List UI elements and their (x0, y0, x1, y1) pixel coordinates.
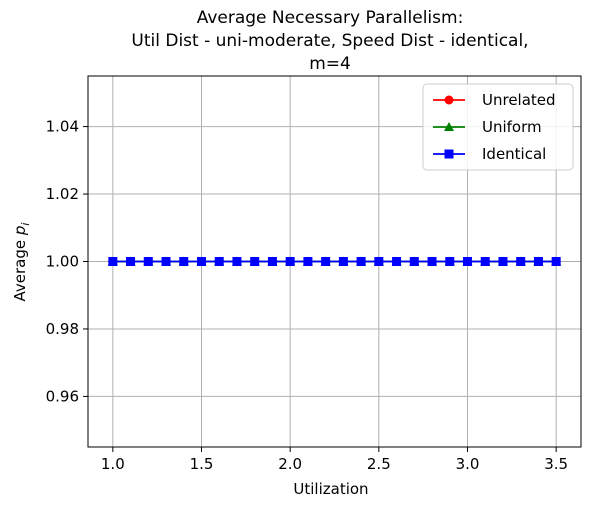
data-point-identical (427, 257, 437, 266)
data-point-identical (161, 257, 171, 266)
data-point-identical (356, 257, 366, 266)
legend-label-unrelated: Unrelated (482, 91, 556, 109)
x-tick-label: 2.0 (278, 455, 302, 473)
y-axis-ticks: 0.96 0.98 1.00 1.02 1.04 (46, 118, 88, 405)
data-point-identical (463, 257, 473, 266)
data-point-identical (143, 257, 153, 266)
x-axis-label: Utilization (293, 480, 368, 498)
y-axis-label-symbol: p (11, 226, 29, 237)
series-layer (107, 256, 562, 266)
y-tick-label: 1.00 (46, 253, 79, 271)
chart-title-line-3: m=4 (309, 54, 351, 74)
data-point-identical (232, 257, 242, 266)
data-point-identical (409, 257, 419, 266)
data-point-identical (196, 257, 206, 266)
data-point-identical (480, 257, 490, 266)
data-point-identical (108, 257, 118, 266)
x-tick-label: 1.0 (101, 455, 125, 473)
x-tick-label: 2.5 (367, 455, 391, 473)
data-point-identical (498, 257, 508, 266)
series-identical (108, 257, 561, 266)
chart-title: Average Necessary Parallelism: Util Dist… (131, 8, 528, 74)
y-tick-label: 0.96 (46, 387, 79, 405)
y-axis-label-subscript: i (19, 223, 32, 226)
legend-label-uniform: Uniform (482, 118, 542, 136)
data-point-identical (179, 257, 189, 266)
legend: Unrelated Uniform Identical (422, 83, 574, 171)
data-point-identical (126, 257, 136, 266)
legend-marker-uniform (444, 122, 454, 131)
chart-title-line-1: Average Necessary Parallelism: (197, 8, 464, 28)
data-point-identical (338, 257, 348, 266)
data-point-identical (392, 257, 402, 266)
data-point-identical (445, 257, 455, 266)
y-tick-label: 1.02 (46, 185, 79, 203)
legend-entry-uniform: Uniform (433, 118, 542, 136)
x-tick-label: 3.5 (544, 455, 568, 473)
data-point-identical (303, 257, 313, 266)
data-point-identical (533, 257, 543, 266)
y-tick-label: 1.04 (46, 118, 79, 136)
data-point-identical (516, 257, 526, 266)
x-tick-label: 1.5 (190, 455, 214, 473)
data-point-identical (267, 257, 277, 266)
x-tick-label: 3.0 (456, 455, 480, 473)
data-point-identical (214, 257, 224, 266)
data-point-identical (250, 257, 260, 266)
y-axis-label-main: Average (11, 235, 29, 301)
data-point-identical (374, 257, 384, 266)
data-point-identical (321, 257, 331, 266)
data-point-identical (285, 257, 295, 266)
legend-marker-unrelated (444, 95, 454, 105)
legend-entry-unrelated: Unrelated (433, 91, 556, 109)
legend-label-identical: Identical (482, 145, 546, 163)
data-point-identical (551, 257, 561, 266)
chart-title-line-2: Util Dist - uni-moderate, Speed Dist - i… (131, 31, 528, 51)
legend-box (422, 83, 574, 171)
x-axis-ticks: 1.0 1.5 2.0 2.5 3.0 3.5 (101, 447, 568, 473)
legend-entry-identical: Identical (433, 145, 546, 163)
y-tick-label: 0.98 (46, 320, 79, 338)
y-axis-label: Average pi (11, 223, 32, 302)
legend-marker-identical (444, 149, 454, 159)
